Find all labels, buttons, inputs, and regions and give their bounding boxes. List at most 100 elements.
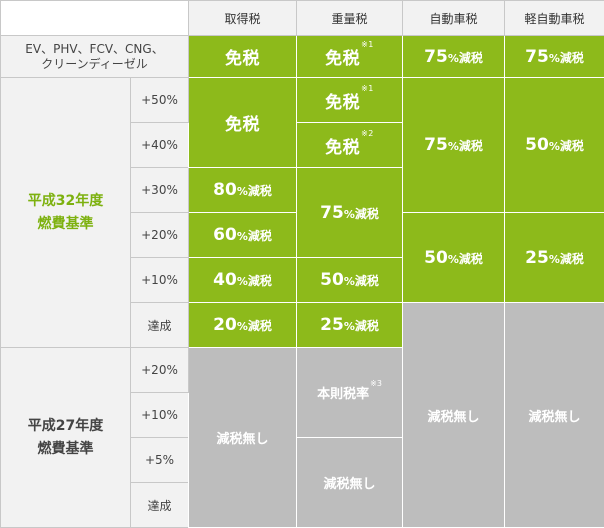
h32-light-top-cell: 50%減税: [505, 78, 604, 213]
eco-vehicle-label-line1: EV、PHV、FCV、CNG、: [1, 42, 188, 57]
h32-weight-plus10-num: 50: [320, 270, 344, 290]
h32-weight-plus50-note: ※1: [361, 84, 374, 93]
h27-acquisition-value: 減税無し: [216, 432, 268, 447]
h32-weight-plus40-cell: 免税※2: [297, 123, 403, 168]
h32-light-bottom-pct: %: [549, 253, 560, 266]
h27-weight-top-cell: 本則税率※3: [297, 348, 403, 438]
h32-level-plus10: +10%: [131, 258, 189, 303]
h32-automobile-top-num: 75: [424, 135, 448, 155]
h32-automobile-bottom-suffix: 減税: [459, 252, 483, 266]
h27-acquisition-cell: 減税無し: [189, 348, 297, 528]
h32-acquisition-met-num: 20: [213, 315, 237, 335]
h32-weight-75-cell: 75%減税: [297, 168, 403, 258]
h27-weight-top-value: 本則税率: [317, 387, 369, 402]
header-weight-tax: 重量税: [297, 1, 403, 36]
h27-level-met: 達成: [131, 483, 189, 528]
h32-weight-plus50: 免税: [325, 93, 360, 113]
h32-acquisition-met-cell: 20%減税: [189, 303, 297, 348]
h32-automobile-top-cell: 75%減税: [403, 78, 505, 213]
header-blank-cell: [1, 1, 189, 36]
h32-acquisition-plus20-num: 60: [213, 225, 237, 245]
h32-acquisition-exempt: 免税: [225, 115, 260, 135]
h32-group-label: 平成32年度 燃費基準: [1, 78, 131, 348]
h32-level-plus30: +30%: [131, 168, 189, 213]
h27-level-plus20: +20%: [131, 348, 189, 393]
h27-group-label-line2: 燃費基準: [1, 438, 130, 460]
light-no-reduction: 減税無し: [528, 410, 580, 425]
h32-level-plus50: +50%: [131, 78, 189, 123]
h32-automobile-bottom-cell: 50%減税: [403, 213, 505, 303]
h32-weight-met-num: 25: [320, 315, 344, 335]
h32-acquisition-plus30-cell: 80%減税: [189, 168, 297, 213]
h32-weight-75-suffix: 減税: [355, 207, 379, 221]
h32-group-label-line1: 平成32年度: [1, 190, 130, 212]
light-no-reduction-cell: 減税無し: [505, 303, 604, 528]
eco-light-pct: %: [549, 52, 560, 65]
automobile-no-reduction-cell: 減税無し: [403, 303, 505, 528]
h32-level-plus40: +40%: [131, 123, 189, 168]
h32-acquisition-plus20-cell: 60%減税: [189, 213, 297, 258]
eco-vehicle-label: EV、PHV、FCV、CNG、 クリーンディーゼル: [1, 36, 189, 78]
h32-light-bottom-num: 25: [525, 248, 549, 268]
h27-weight-bottom-cell: 減税無し: [297, 438, 403, 528]
h32-weight-plus10-cell: 50%減税: [297, 258, 403, 303]
h32-acquisition-plus30-pct: %: [237, 185, 248, 198]
eco-automobile-num: 75: [424, 47, 448, 67]
h32-automobile-bottom-pct: %: [448, 253, 459, 266]
h32-acquisition-met-suffix: 減税: [248, 319, 272, 333]
h27-weight-bottom-value: 減税無し: [323, 477, 375, 492]
h32-light-top-suffix: 減税: [560, 139, 584, 153]
h32-weight-met-cell: 25%減税: [297, 303, 403, 348]
eco-light-num: 75: [525, 47, 549, 67]
h27-level-plus5: +5%: [131, 438, 189, 483]
h32-acquisition-plus30-suffix: 減税: [248, 184, 272, 198]
eco-automobile-suffix: 減税: [459, 51, 483, 65]
header-acquisition-tax: 取得税: [189, 1, 297, 36]
eco-vehicle-label-line2: クリーンディーゼル: [1, 57, 188, 72]
h27-group-label-line1: 平成27年度: [1, 415, 130, 437]
h32-weight-75-num: 75: [320, 203, 344, 223]
eco-automobile-cell: 75%減税: [403, 36, 505, 78]
h32-weight-plus40-note: ※2: [361, 129, 374, 138]
h32-acquisition-plus10-cell: 40%減税: [189, 258, 297, 303]
h32-light-bottom-suffix: 減税: [560, 252, 584, 266]
h32-automobile-top-suffix: 減税: [459, 139, 483, 153]
h32-weight-75-pct: %: [344, 208, 355, 221]
h32-weight-plus50-cell: 免税※1: [297, 78, 403, 123]
eco-vehicle-row: EV、PHV、FCV、CNG、 クリーンディーゼル 免税 免税※1 75%減税 …: [1, 36, 604, 78]
h32-level-plus20: +20%: [131, 213, 189, 258]
h32-acquisition-plus10-suffix: 減税: [248, 274, 272, 288]
h32-automobile-top-pct: %: [448, 140, 459, 153]
eco-weight-cell: 免税※1: [297, 36, 403, 78]
h32-acquisition-plus20-pct: %: [237, 230, 248, 243]
h32-weight-met-suffix: 減税: [355, 319, 379, 333]
h32-light-top-num: 50: [525, 135, 549, 155]
h32-level-met: 達成: [131, 303, 189, 348]
h32-acquisition-plus10-num: 40: [213, 270, 237, 290]
eco-acquisition-value: 免税: [225, 49, 260, 69]
eco-weight-note: ※1: [361, 40, 374, 49]
h27-weight-top-note: ※3: [370, 379, 382, 388]
h32-automobile-bottom-num: 50: [424, 248, 448, 268]
eco-light-cell: 75%減税: [505, 36, 604, 78]
header-light-automobile-tax: 軽自動車税: [505, 1, 604, 36]
header-automobile-tax: 自動車税: [403, 1, 505, 36]
eco-weight-value: 免税: [325, 49, 360, 69]
h32-acquisition-plus10-pct: %: [237, 275, 248, 288]
h32-acquisition-met-pct: %: [237, 320, 248, 333]
eco-acquisition-cell: 免税: [189, 36, 297, 78]
h32-row-plus50: 平成32年度 燃費基準 +50% 免税 免税※1 75%減税 50%減税: [1, 78, 604, 123]
h32-weight-plus10-suffix: 減税: [355, 274, 379, 288]
header-row: 取得税 重量税 自動車税 軽自動車税: [1, 1, 604, 36]
automobile-no-reduction: 減税無し: [427, 410, 479, 425]
eco-light-suffix: 減税: [560, 51, 584, 65]
h32-weight-plus40: 免税: [325, 138, 360, 158]
h32-weight-met-pct: %: [344, 320, 355, 333]
h32-light-bottom-cell: 25%減税: [505, 213, 604, 303]
h32-weight-plus10-pct: %: [344, 275, 355, 288]
eco-automobile-pct: %: [448, 52, 459, 65]
h32-acquisition-plus20-suffix: 減税: [248, 229, 272, 243]
h32-group-label-line2: 燃費基準: [1, 213, 130, 235]
h32-light-top-pct: %: [549, 140, 560, 153]
